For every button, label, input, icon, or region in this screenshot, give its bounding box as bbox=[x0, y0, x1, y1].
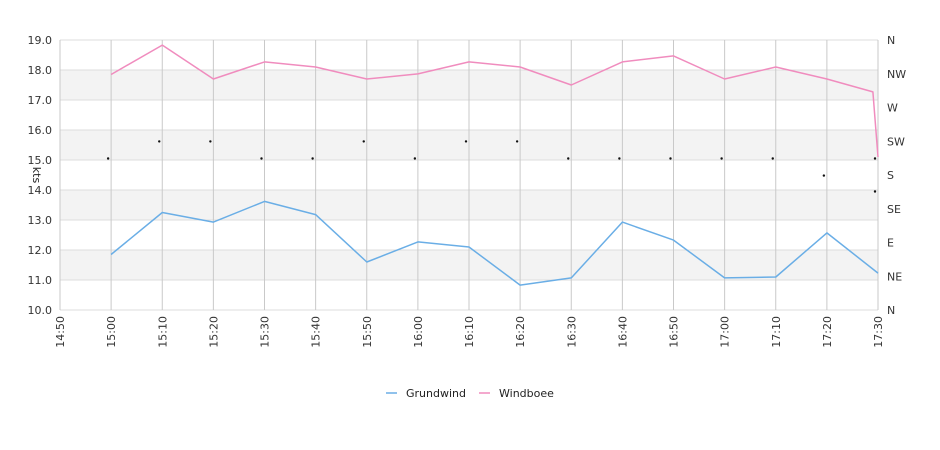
direction-tick-label: N bbox=[887, 304, 895, 317]
x-tick-label: 15:50 bbox=[361, 316, 374, 348]
y-tick-label: 15.0 bbox=[28, 154, 53, 167]
direction-dot bbox=[669, 157, 672, 160]
x-tick-label: 16:40 bbox=[616, 316, 629, 348]
legend-item-grundwind[interactable]: Grundwind bbox=[386, 387, 466, 400]
direction-dot bbox=[106, 157, 110, 160]
legend[interactable]: Grundwind Windboee bbox=[386, 387, 554, 400]
y-tick-label: 17.0 bbox=[28, 94, 53, 107]
legend-item-windboee[interactable]: Windboee bbox=[479, 387, 554, 400]
direction-dot bbox=[567, 157, 570, 160]
x-tick-label: 15:30 bbox=[259, 316, 272, 348]
y-tick-label: 11.0 bbox=[28, 274, 53, 287]
direction-tick-label: S bbox=[887, 169, 894, 182]
direction-dot bbox=[873, 190, 877, 193]
direction-dot bbox=[771, 157, 774, 160]
direction-tick-label: NW bbox=[887, 68, 906, 81]
x-tick-label: 15:00 bbox=[105, 316, 118, 348]
x-tick-label: 15:20 bbox=[207, 316, 220, 348]
x-tick-label: 16:10 bbox=[463, 316, 476, 348]
legend-label: Windboee bbox=[499, 387, 554, 400]
direction-tick-label: E bbox=[887, 237, 894, 250]
y-tick-label: 13.0 bbox=[28, 214, 53, 227]
direction-dot bbox=[209, 140, 212, 143]
y-tick-label: 16.0 bbox=[28, 124, 53, 137]
grid-lines bbox=[59, 39, 879, 311]
direction-tick-label: SW bbox=[887, 135, 905, 148]
direction-tick-label: N bbox=[887, 34, 895, 47]
direction-dot bbox=[311, 157, 314, 160]
x-tick-label: 17:00 bbox=[719, 316, 732, 348]
x-tick-label: 15:40 bbox=[310, 316, 323, 348]
direction-dot bbox=[822, 174, 826, 177]
direction-dot bbox=[260, 157, 263, 160]
y-tick-label: 14.0 bbox=[28, 184, 53, 197]
x-tick-label: 17:20 bbox=[821, 316, 834, 348]
direction-tick-label: NE bbox=[887, 270, 902, 283]
direction-tick-label: SE bbox=[887, 203, 901, 216]
x-tick-label: 15:10 bbox=[156, 316, 169, 348]
x-tick-label: 16:00 bbox=[412, 316, 425, 348]
direction-dot bbox=[158, 140, 161, 143]
x-tick-label: 16:50 bbox=[668, 316, 681, 348]
x-tick-label: 17:10 bbox=[770, 316, 783, 348]
y-tick-label: 10.0 bbox=[28, 304, 53, 317]
direction-tick-label: W bbox=[887, 102, 898, 115]
x-tick-label: 14:50 bbox=[54, 316, 67, 348]
series-lines bbox=[110, 44, 879, 286]
direction-dot bbox=[413, 157, 417, 160]
x-axis-labels: 14:50 15:00 15:10 15:20 15:30 15:40 15:50 16:00… bbox=[54, 316, 885, 348]
direction-axis-labels: N NE E SE S SW W NW N bbox=[887, 34, 906, 317]
direction-dots bbox=[106, 140, 877, 193]
y-tick-label: 18.0 bbox=[28, 64, 53, 77]
x-tick-label: 17:30 bbox=[872, 316, 885, 348]
y-tick-label: 19.0 bbox=[28, 34, 53, 47]
y-axis-title: kts bbox=[30, 167, 43, 184]
y-tick-label: 12.0 bbox=[28, 244, 53, 257]
direction-dot bbox=[515, 140, 519, 143]
x-tick-label: 16:20 bbox=[514, 316, 527, 348]
series-line-grundwind bbox=[110, 200, 879, 286]
direction-dot bbox=[873, 157, 877, 160]
direction-dot bbox=[720, 157, 723, 160]
legend-label: Grundwind bbox=[406, 387, 466, 400]
x-tick-label: 16:30 bbox=[565, 316, 578, 348]
y-axis-labels: 10.0 11.0 12.0 13.0 14.0 15.0 16.0 17.0 18.0 19.0 bbox=[28, 34, 53, 317]
direction-dot bbox=[618, 157, 621, 160]
direction-dot bbox=[362, 140, 365, 143]
direction-dot bbox=[464, 140, 468, 143]
